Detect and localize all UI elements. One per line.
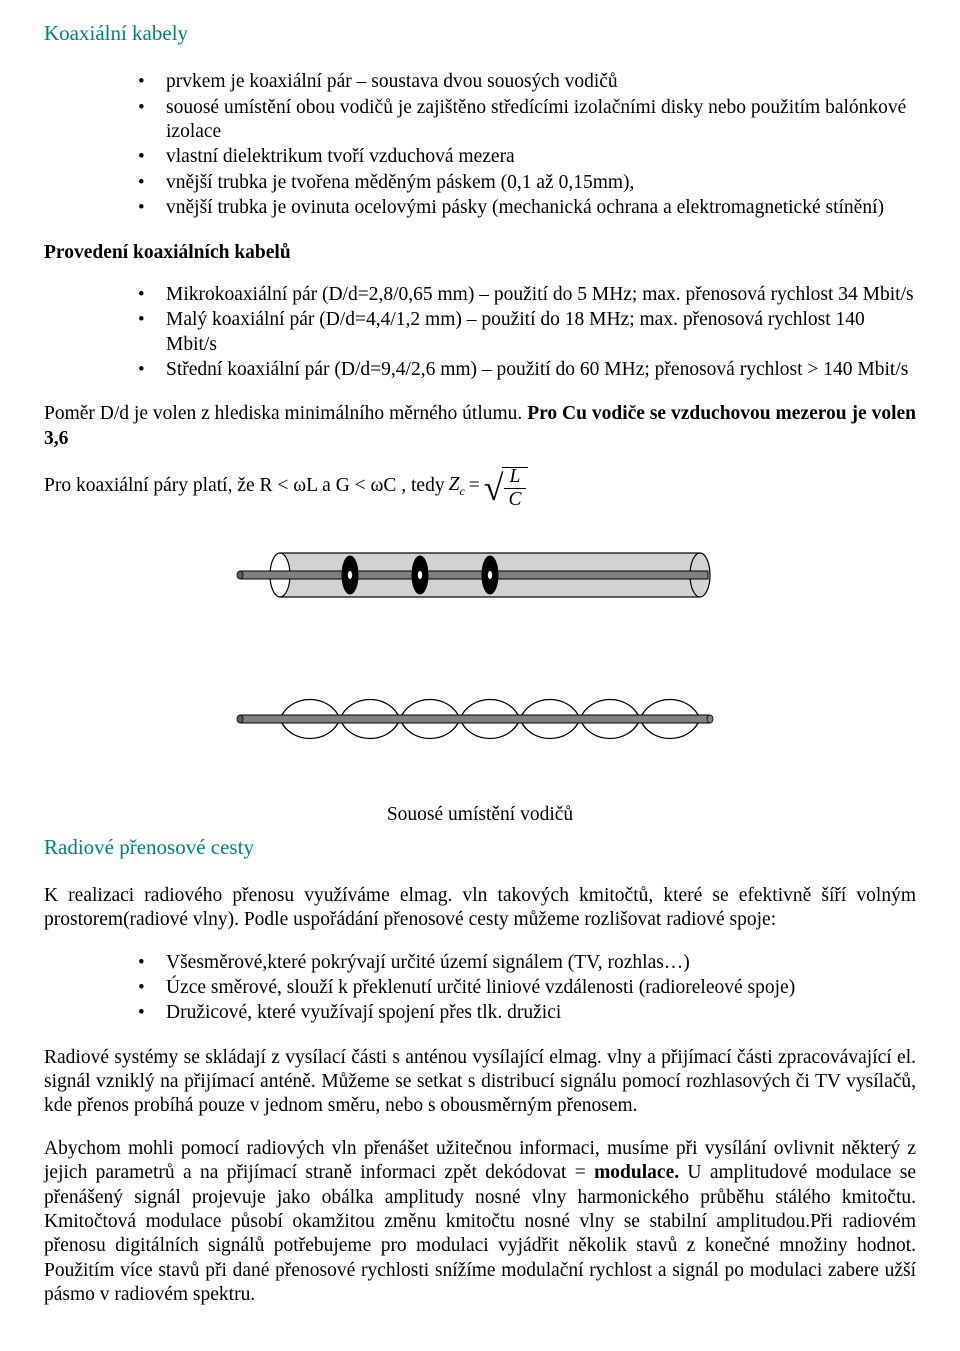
radio-p2: Radiové systémy se skládají z vysílací č… [44,1046,916,1119]
list-item: vlastní dielektrikum tvoří vzduchová mez… [132,145,916,169]
sqrt-icon: √ L C [484,465,529,507]
coax-disk-figure [220,535,740,615]
formula-z: Zc [449,473,465,499]
list-item: Malý koaxiální pár (D/d=4,4/1,2 mm) – po… [132,308,916,357]
radio-p1: K realizaci radiového přenosu využíváme … [44,884,916,933]
radio-p3: Abychom mohli pomocí radiových vln přená… [44,1137,916,1308]
list-item: souosé umístění obou vodičů je zajištěno… [132,96,916,145]
list-item: vnější trubka je tvořena měděným páskem … [132,171,916,195]
figure-area [44,535,916,759]
formula-eq: = [469,474,480,498]
section-title-radio: Radiové přenosové cesty [44,834,916,860]
ratio-pre: Poměr D/d je volen z hlediska minimálníh… [44,403,527,424]
koax-bullets: prvkem je koaxiální pár – soustava dvou … [44,70,916,220]
formula-line: Pro koaxiální páry platí, že R < ωL a G … [44,465,916,507]
list-item: Střední koaxiální pár (D/d=9,4/2,6 mm) –… [132,358,916,382]
p3-bold: modulace. [594,1162,679,1183]
formula-text: Pro koaxiální páry platí, že R < ωL a G … [44,474,445,498]
frac-den: C [508,489,521,510]
list-item: vnější trubka je ovinuta ocelovými pásky… [132,196,916,220]
p3-post: U amplitudové modulace se přenášený sign… [44,1162,916,1305]
list-item: Všesměrové,které pokrývají určité území … [132,951,916,975]
koax-bullets-2: Mikrokoaxiální pár (D/d=2,8/0,65 mm) – p… [44,283,916,383]
section-title-koax: Koaxiální kabely [44,20,916,46]
list-item: Mikrokoaxiální pár (D/d=2,8/0,65 mm) – p… [132,283,916,307]
frac-num: L [504,467,527,489]
list-item: Úzce směrové, slouží k překlenutí určité… [132,976,916,1000]
figure-caption: Souosé umístění vodičů [44,803,916,827]
list-item: prvkem je koaxiální pár – soustava dvou … [132,70,916,94]
subhead-provedeni: Provedení koaxiálních kabelů [44,241,916,265]
radio-bullets: Všesměrové,které pokrývají určité území … [44,951,916,1026]
list-item: Družicové, které využívají spojení přes … [132,1001,916,1025]
coax-balloon-figure [220,679,740,759]
ratio-paragraph: Poměr D/d je volen z hlediska minimálníh… [44,402,916,451]
